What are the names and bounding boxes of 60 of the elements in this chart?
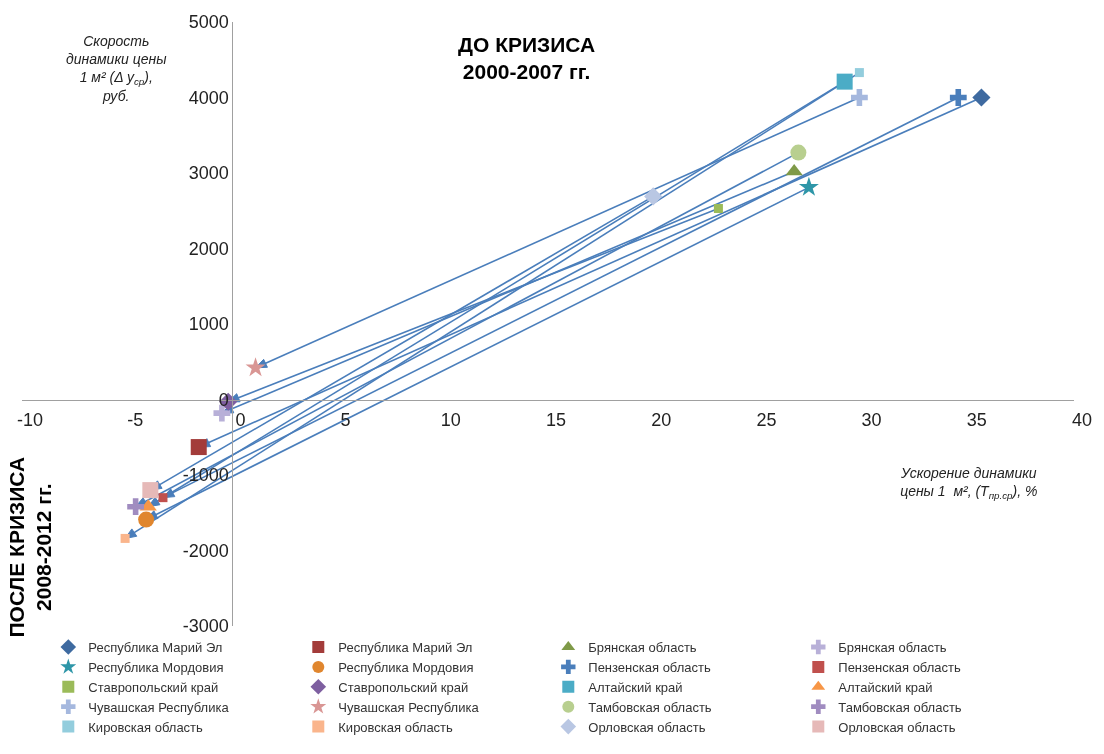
annotation: ДО КРИЗИСА 2000-2007 гг. (458, 33, 596, 84)
x-tick-label: 40 (1071, 410, 1093, 431)
legend-label: Чувашская Республика (338, 699, 480, 715)
point (972, 88, 991, 107)
y-tick-label: 4000 (188, 87, 229, 108)
legend-label: Тамбовская область (838, 699, 962, 715)
point (785, 163, 803, 176)
point (142, 482, 159, 499)
y-tick-label: 1000 (188, 314, 229, 335)
x-tick-label: 0 (235, 410, 246, 431)
point (245, 357, 266, 377)
legend-label: Республика Марий Эл (88, 640, 223, 656)
legend-label: Алтайский край (838, 679, 933, 695)
point (158, 493, 168, 503)
x-tick-label: -10 (16, 410, 44, 431)
y-tick-label: 2000 (188, 238, 229, 259)
point (854, 68, 864, 78)
point (138, 511, 155, 528)
point (213, 404, 231, 422)
legend-label: Брянская область (588, 640, 697, 656)
point (836, 73, 853, 90)
point (127, 498, 145, 516)
legend-label: Тамбовская область (588, 699, 712, 715)
legend-label: Чувашская Республика (88, 699, 230, 715)
annotation: ПОСЛЕ КРИЗИСА 2008-2012 гг. (4, 456, 55, 638)
x-tick-label: 25 (756, 410, 777, 431)
y-tick-label: 0 (218, 389, 229, 410)
legend-label: Кировская область (88, 719, 204, 735)
y-tick-label: -2000 (182, 540, 229, 561)
legend-label: Ставропольский край (88, 679, 219, 695)
legend-label: Кировская область (338, 719, 454, 735)
legend-label: Республика Мордовия (338, 659, 474, 675)
x-tick-label: 10 (440, 410, 461, 431)
legend-label: Пензенская область (838, 659, 961, 675)
y-axis-title: Скорость динамики цены 1 м² (Δ у$_{ср}$), руб. (66, 33, 168, 104)
x-tick-label: 15 (545, 410, 567, 431)
x-tick-label: 20 (651, 410, 672, 431)
y-tick-label: 5000 (188, 12, 229, 33)
point (798, 176, 819, 196)
legend-label: Орловская область (588, 719, 706, 735)
point (713, 203, 723, 213)
legend-label: Республика Мордовия (88, 659, 224, 675)
point (790, 144, 807, 161)
point (850, 89, 868, 106)
legend-label: Ставропольский край (338, 679, 469, 695)
point (120, 533, 130, 543)
legend-label: Республика Марий Эл (338, 640, 473, 656)
y-tick-label: 3000 (188, 163, 229, 184)
y-tick-label: -3000 (182, 616, 229, 637)
legend-label: Алтайский край (588, 679, 683, 695)
point (644, 187, 663, 206)
x-tick-label: 30 (861, 410, 882, 431)
legend-label: Брянская область (838, 640, 947, 656)
x-tick-label: -5 (127, 410, 144, 431)
point (190, 439, 207, 456)
legend-label: Орловская область (838, 719, 956, 735)
x-tick-label: 35 (966, 410, 987, 431)
x-axis-title: Ускорение динамики цены 1 м², (T$_{пр.ср}$), % (900, 465, 1038, 502)
legend-label: Пензенская область (588, 659, 711, 675)
point (949, 89, 967, 106)
